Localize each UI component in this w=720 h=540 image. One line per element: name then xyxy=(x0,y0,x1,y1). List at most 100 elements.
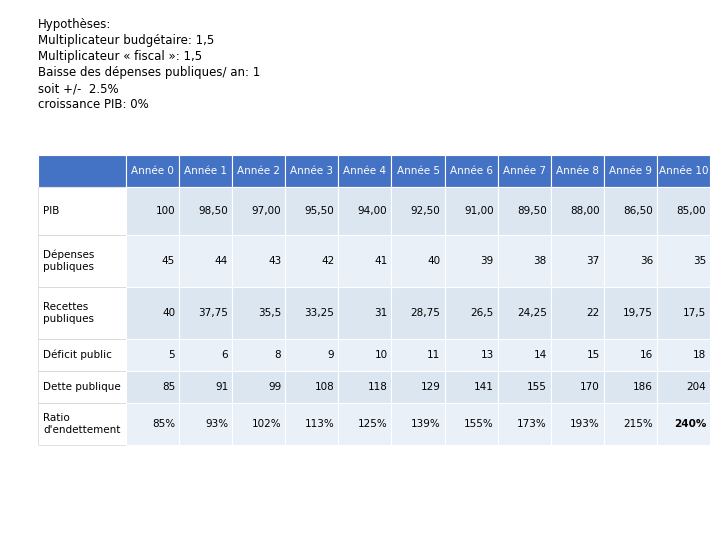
Text: 88,00: 88,00 xyxy=(570,206,600,216)
Bar xyxy=(657,287,710,339)
Bar xyxy=(444,187,498,235)
Bar xyxy=(604,187,657,235)
Text: Année 8: Année 8 xyxy=(556,166,599,176)
Text: Année 0: Année 0 xyxy=(131,166,174,176)
Bar xyxy=(498,187,551,235)
Text: 16: 16 xyxy=(639,350,653,360)
Text: 95,50: 95,50 xyxy=(305,206,334,216)
Bar xyxy=(285,155,338,187)
Bar xyxy=(179,187,232,235)
Bar xyxy=(657,235,710,287)
Text: 40: 40 xyxy=(428,256,441,266)
Bar xyxy=(38,371,126,403)
Bar xyxy=(604,235,657,287)
Bar xyxy=(604,339,657,371)
Text: Dépenses
publiques: Dépenses publiques xyxy=(43,250,94,272)
Text: 26,5: 26,5 xyxy=(470,308,494,318)
Text: 8: 8 xyxy=(274,350,282,360)
Bar xyxy=(551,403,604,445)
Bar xyxy=(38,287,126,339)
Bar xyxy=(657,339,710,371)
Text: 15: 15 xyxy=(587,350,600,360)
Text: 89,50: 89,50 xyxy=(517,206,546,216)
Text: 18: 18 xyxy=(693,350,706,360)
Text: 38: 38 xyxy=(534,256,546,266)
Text: 37,75: 37,75 xyxy=(198,308,228,318)
Text: 85,00: 85,00 xyxy=(676,206,706,216)
Text: 45: 45 xyxy=(162,256,175,266)
Text: 85: 85 xyxy=(162,382,175,392)
Text: 100: 100 xyxy=(156,206,175,216)
Bar xyxy=(285,339,338,371)
Text: 240%: 240% xyxy=(674,419,706,429)
Text: 215%: 215% xyxy=(623,419,653,429)
Text: 31: 31 xyxy=(374,308,387,318)
Text: 204: 204 xyxy=(686,382,706,392)
Bar xyxy=(38,339,126,371)
Text: 37: 37 xyxy=(587,256,600,266)
Text: Recettes
publiques: Recettes publiques xyxy=(43,302,94,324)
Text: 36: 36 xyxy=(639,256,653,266)
Text: 92,50: 92,50 xyxy=(411,206,441,216)
Text: 155: 155 xyxy=(527,382,546,392)
Text: Année 9: Année 9 xyxy=(609,166,652,176)
Text: 42: 42 xyxy=(321,256,334,266)
Text: 35,5: 35,5 xyxy=(258,308,282,318)
Text: 22: 22 xyxy=(587,308,600,318)
Bar xyxy=(498,339,551,371)
Bar xyxy=(179,371,232,403)
Bar xyxy=(392,187,444,235)
Text: 98,50: 98,50 xyxy=(199,206,228,216)
Bar xyxy=(392,339,444,371)
Bar xyxy=(179,339,232,371)
Bar xyxy=(179,155,232,187)
Bar xyxy=(444,287,498,339)
Text: Année 7: Année 7 xyxy=(503,166,546,176)
Text: 6: 6 xyxy=(222,350,228,360)
Text: 141: 141 xyxy=(474,382,494,392)
Bar xyxy=(551,155,604,187)
Bar xyxy=(38,403,126,445)
Text: 28,75: 28,75 xyxy=(410,308,441,318)
Bar xyxy=(551,339,604,371)
Text: 139%: 139% xyxy=(411,419,441,429)
Text: croissance PIB: 0%: croissance PIB: 0% xyxy=(38,98,149,111)
Text: 86,50: 86,50 xyxy=(623,206,653,216)
Text: 85%: 85% xyxy=(152,419,175,429)
Bar xyxy=(392,403,444,445)
Text: 11: 11 xyxy=(427,350,441,360)
Bar xyxy=(338,339,392,371)
Bar xyxy=(285,187,338,235)
Bar xyxy=(498,287,551,339)
Text: 125%: 125% xyxy=(358,419,387,429)
Bar xyxy=(232,371,285,403)
Text: 5: 5 xyxy=(168,350,175,360)
Bar xyxy=(338,371,392,403)
Text: Dette publique: Dette publique xyxy=(43,382,121,392)
Text: 39: 39 xyxy=(480,256,494,266)
Text: Année 3: Année 3 xyxy=(290,166,333,176)
Bar xyxy=(232,287,285,339)
Bar xyxy=(126,235,179,287)
Bar xyxy=(604,403,657,445)
Text: 193%: 193% xyxy=(570,419,600,429)
Bar xyxy=(285,371,338,403)
Text: 129: 129 xyxy=(420,382,441,392)
Bar xyxy=(604,287,657,339)
Bar xyxy=(126,339,179,371)
Text: 44: 44 xyxy=(215,256,228,266)
Text: Année 10: Année 10 xyxy=(659,166,708,176)
Bar xyxy=(38,235,126,287)
Text: 41: 41 xyxy=(374,256,387,266)
Bar xyxy=(338,235,392,287)
Text: 91: 91 xyxy=(215,382,228,392)
Bar xyxy=(338,187,392,235)
Bar xyxy=(338,403,392,445)
Bar xyxy=(126,371,179,403)
Bar xyxy=(444,371,498,403)
Bar xyxy=(657,403,710,445)
Bar xyxy=(392,287,444,339)
Bar xyxy=(126,287,179,339)
Bar xyxy=(444,403,498,445)
Bar xyxy=(498,371,551,403)
